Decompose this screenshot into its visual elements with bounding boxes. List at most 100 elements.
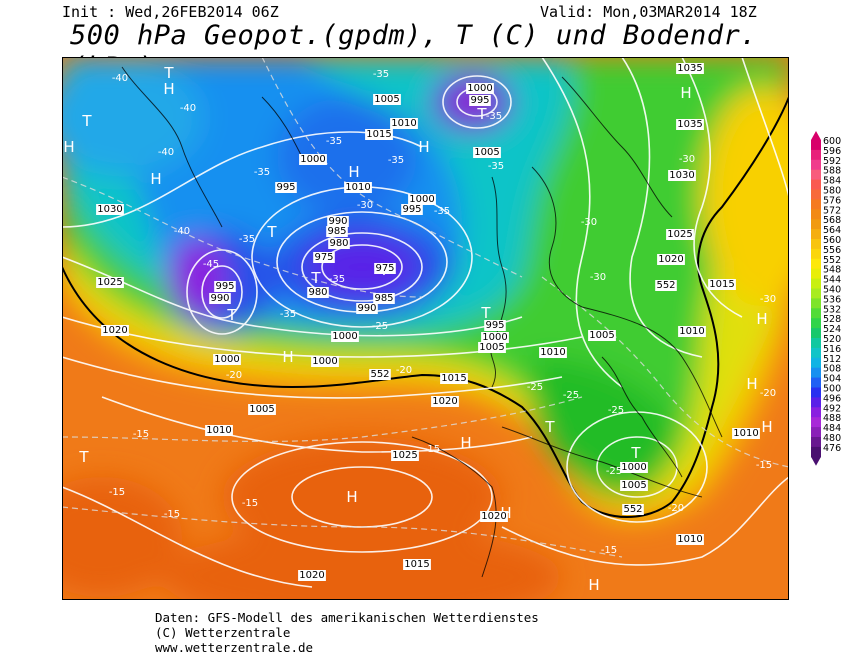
legend-label: 552: [823, 255, 841, 266]
legend-label: 560: [823, 235, 841, 246]
legend-label: 520: [823, 334, 841, 345]
temp-label: -40: [180, 103, 196, 114]
pressure-text: 1010: [391, 118, 416, 129]
pressure-text: 1030: [97, 204, 122, 215]
high-text: H: [756, 310, 767, 328]
pressure-label: 1000: [408, 194, 436, 205]
temp-text: -30: [679, 154, 695, 165]
legend-label: 516: [823, 344, 841, 355]
low-text: T: [163, 64, 174, 82]
temp-text: -20: [760, 388, 776, 399]
low-text: T: [630, 444, 641, 462]
high-label: H: [761, 418, 772, 436]
pressure-text: 1020: [481, 511, 506, 522]
temp-text: -35: [434, 206, 450, 217]
legend-swatch: [811, 328, 821, 339]
legend-swatch: [811, 298, 821, 309]
temp-label: -30: [357, 200, 373, 211]
pressure-text: 1035: [677, 119, 702, 130]
pressure-label: 1010: [678, 326, 706, 337]
pressure-text: 975: [314, 252, 333, 263]
pressure-label: 1015: [403, 559, 431, 570]
legend-label: 488: [823, 413, 841, 424]
legend-swatch: [811, 179, 821, 190]
pressure-label: 1000: [331, 331, 359, 342]
pressure-label: 1000: [213, 354, 241, 365]
temp-label: -40: [174, 226, 190, 237]
temp-text: -30: [357, 200, 373, 211]
pressure-label: 1005: [478, 342, 506, 353]
low-text: T: [266, 223, 277, 241]
temp-text: -30: [590, 272, 606, 283]
legend-label: 584: [823, 176, 841, 187]
pressure-text: 1000: [300, 154, 325, 165]
pressure-text: 1020: [102, 325, 127, 336]
legend-swatch: [811, 140, 821, 151]
pressure-label: 1010: [344, 182, 372, 193]
temp-label: -35: [239, 234, 255, 245]
contour552-label: 552: [655, 280, 677, 291]
temp-label: -35: [486, 111, 502, 122]
pressure-text: 1020: [658, 254, 683, 265]
pressure-text: 1010: [206, 425, 231, 436]
pressure-label: 1015: [708, 279, 736, 290]
temp-label: -15: [133, 429, 149, 440]
legend-label: 568: [823, 215, 841, 226]
temp-label: -35: [488, 161, 504, 172]
temp-text: -25: [608, 405, 624, 416]
high-text: H: [348, 163, 359, 181]
pressure-label: 1005: [588, 330, 616, 341]
temp-label: -35: [280, 309, 296, 320]
legend-label: 564: [823, 225, 841, 236]
high-label: H: [756, 310, 767, 328]
temp-label: -25: [372, 321, 388, 332]
legend-swatch: [811, 189, 821, 200]
temp-label: -40: [158, 147, 174, 158]
pressure-label: 1020: [431, 396, 459, 407]
pressure-label: 1030: [668, 170, 696, 181]
pressure-text: 1030: [669, 170, 694, 181]
high-label: H: [163, 80, 174, 98]
footer-source: Daten: GFS-Modell des amerikanischen Wet…: [155, 610, 539, 625]
temp-text: -45: [203, 259, 219, 270]
temp-label: -35: [388, 155, 404, 166]
pressure-text: 990: [328, 216, 347, 227]
legend-label: 580: [823, 186, 841, 197]
temp-text: -25: [606, 466, 622, 477]
pressure-label: 995: [401, 204, 423, 215]
legend-label: 484: [823, 423, 841, 434]
footer-copyright: (C) Wetterzentrale: [155, 625, 291, 640]
temp-text: -20: [226, 370, 242, 381]
legend-swatch: [811, 397, 821, 408]
legend-swatch: [811, 209, 821, 220]
temp-text: -35: [254, 167, 270, 178]
pressure-text: 1020: [432, 396, 457, 407]
pressure-text: 1015: [404, 559, 429, 570]
temp-label: -30: [760, 294, 776, 305]
pressure-text: 985: [374, 293, 393, 304]
pressure-label: 1010: [732, 428, 760, 439]
low-label: T: [78, 448, 89, 466]
pressure-label: 990: [356, 303, 378, 314]
legend-swatch: [811, 149, 821, 161]
temp-label: -35: [373, 69, 389, 80]
legend-label: 476: [823, 443, 841, 454]
pressure-label: 980: [307, 287, 329, 298]
pressure-label: 995: [469, 95, 491, 106]
pressure-text: 1010: [733, 428, 758, 439]
pressure-label: 1020: [101, 325, 129, 336]
legend-label: 556: [823, 245, 841, 256]
legend-swatch: [811, 268, 821, 280]
temp-label: -25: [527, 382, 543, 393]
legend-swatch: [811, 308, 821, 319]
legend-swatch: [811, 377, 821, 388]
pressure-text: 1025: [392, 450, 417, 461]
pressure-label: 985: [326, 226, 348, 237]
legend-label: 508: [823, 364, 841, 375]
legend-swatch: [811, 258, 821, 270]
temp-label: -35: [254, 167, 270, 178]
pressure-label: 1025: [96, 277, 124, 288]
pressure-label: 990: [209, 293, 231, 304]
pressure-label: 1000: [311, 356, 339, 367]
temp-label: -15: [242, 498, 258, 509]
